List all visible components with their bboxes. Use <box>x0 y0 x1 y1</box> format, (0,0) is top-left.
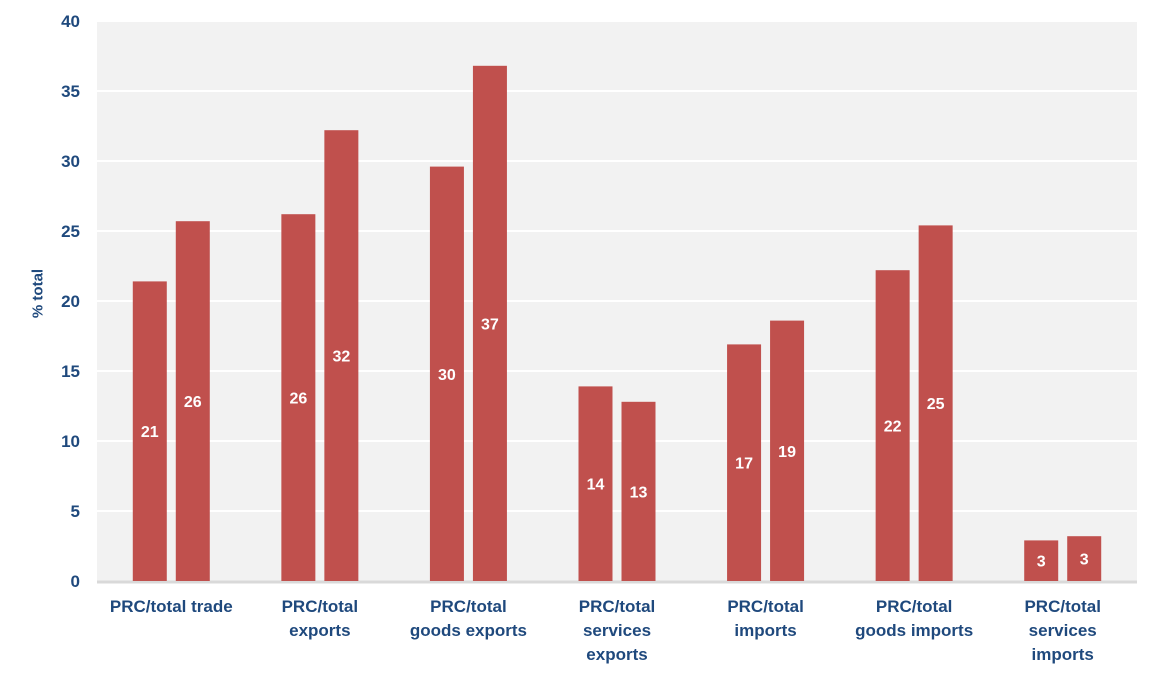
x-tick-label: PRC/total trade <box>109 597 233 616</box>
y-tick-label: 35 <box>61 82 80 101</box>
bar <box>770 320 805 581</box>
data-label: 26 <box>289 391 307 408</box>
data-label: 3 <box>1037 554 1046 571</box>
data-label: 30 <box>438 367 456 384</box>
data-label: 13 <box>630 484 648 501</box>
x-tick-label: PRC/total services imports <box>1024 597 1101 664</box>
data-label: 37 <box>481 316 499 333</box>
bar <box>918 225 953 581</box>
x-tick-label: PRC/total imports <box>727 597 804 640</box>
x-tick-label: PRC/total exports <box>281 597 359 640</box>
data-label: 21 <box>141 424 159 441</box>
bar <box>875 270 910 581</box>
data-label: 19 <box>778 444 796 461</box>
y-tick-label: 30 <box>61 152 80 171</box>
bar <box>1067 536 1102 581</box>
bar <box>429 166 464 581</box>
y-tick-label: 10 <box>61 432 80 451</box>
y-axis-label: % total <box>29 268 47 319</box>
bar <box>472 65 507 582</box>
y-tick-label: 15 <box>61 362 80 381</box>
data-label: 3 <box>1080 552 1089 569</box>
bar <box>281 214 316 581</box>
data-label: 17 <box>735 456 753 473</box>
data-label: 14 <box>587 477 605 494</box>
bar <box>578 386 613 581</box>
x-tick-label: PRC/total goods exports <box>409 597 527 640</box>
bar <box>727 344 762 581</box>
data-label: 25 <box>927 396 945 413</box>
y-tick-label: 40 <box>61 12 80 31</box>
data-label: 32 <box>332 349 350 366</box>
y-tick-label: 25 <box>61 222 80 241</box>
data-label: 26 <box>184 394 202 411</box>
data-label: 22 <box>884 419 902 436</box>
bar <box>621 401 656 581</box>
y-tick-label: 0 <box>71 572 80 591</box>
x-tick-label: PRC/total goods imports <box>855 597 974 640</box>
x-tick-label: PRC/total services exports <box>578 597 656 664</box>
bar <box>132 281 167 581</box>
bar <box>1024 540 1059 581</box>
bar <box>175 221 210 581</box>
y-tick-label: 5 <box>71 502 80 521</box>
bar <box>324 130 359 581</box>
y-tick-label: 20 <box>61 292 80 311</box>
